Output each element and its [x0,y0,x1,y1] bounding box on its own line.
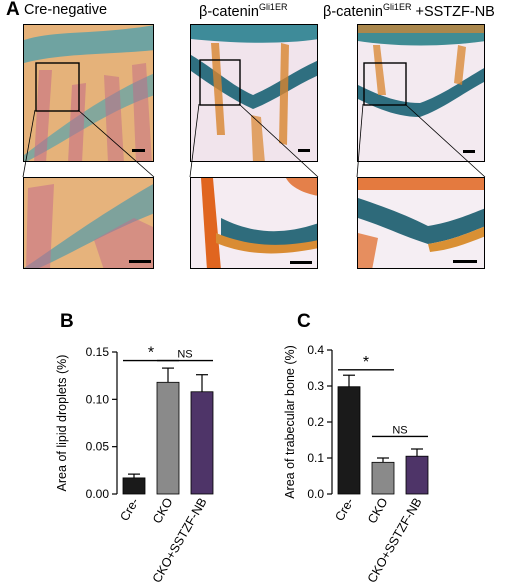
micrograph-zoom-beta-catenin-sstzf [357,177,485,269]
micrograph-cre-negative [23,24,154,162]
y-axis-label: Area of trabecular bone (%) [283,345,297,499]
panel-b-label: B [60,311,74,332]
bar-0 [337,386,361,495]
y-tick-label: 0.05 [86,440,110,454]
y-tick-label: 0.10 [86,392,110,406]
micrograph-zoom-beta-catenin [190,177,318,269]
significance-label-0: * [363,354,369,371]
bar-0 [122,477,146,495]
zoom-guide-lines [22,103,486,178]
panel-c-label: C [297,311,311,332]
category-label-0: Cre- [117,496,141,524]
significance-label-1: NS [392,424,407,436]
y-tick-label: 0.1 [307,451,324,465]
y-tick-label: 0.0 [307,487,324,501]
bar-1 [371,461,395,495]
micrograph-zoom-cre-negative [23,177,154,269]
category-label-0: Cre- [332,496,356,524]
y-axis-label: Area of lipid droplets (%) [55,355,69,492]
chart-trabecular-bone: 0.0 0.1 0.2 0.3 0.4 Area of trabecular bone (… [283,343,429,585]
y-tick-label: 0.2 [307,415,324,429]
panel-a-label: A [6,0,20,20]
y-tick-label: 0.00 [86,487,110,501]
bar-2 [190,391,214,495]
category-label-1: CKO [150,495,176,526]
category-label-1: CKO [365,495,391,526]
micrograph-beta-catenin [190,24,318,162]
column-title-beta-catenin: β-cateninGli1ER [199,2,288,20]
significance-label-0: * [148,345,154,362]
column-title-beta-catenin-sstzf: β-cateninGli1ER +SSTZF-NB [323,2,495,20]
y-tick-label: 0.15 [86,345,110,359]
bar-1 [156,381,180,495]
significance-label-1: NS [177,349,192,361]
bar-2 [405,455,429,495]
chart-lipid-droplets: 0.00 0.05 0.10 0.15 Area of lipid droplets (… [55,345,214,585]
y-tick-label: 0.4 [307,343,324,357]
micrograph-beta-catenin-sstzf [357,24,485,162]
y-tick-label: 0.3 [307,379,324,393]
column-title-cre-negative: Cre-negative [24,2,108,18]
